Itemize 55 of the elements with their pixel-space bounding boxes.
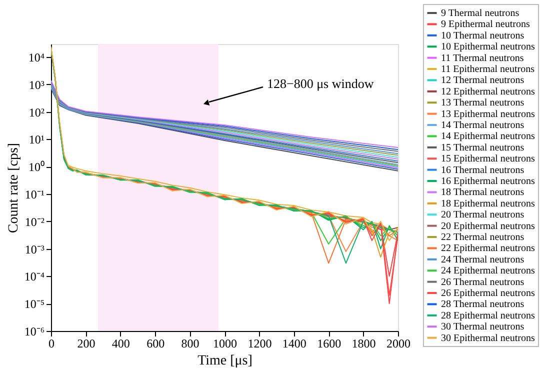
x-tick-label: 200 [77, 336, 96, 350]
y-tick-label: 10⁻⁴ [24, 270, 44, 284]
y-tick-label: 10⁻⁵ [24, 297, 44, 312]
y-tick-label: 10⁴ [28, 50, 44, 65]
legend-label: 18 Thermal neutrons [441, 187, 524, 198]
annotation: 128−800 μs window [267, 76, 374, 91]
x-axis-title: Time [μs] [198, 354, 252, 368]
legend-label: 12 Epithermal neutrons [441, 86, 535, 98]
x-tick-label: 1800 [352, 336, 376, 350]
y-tick-label: 10⁻¹ [24, 188, 45, 202]
legend-label: 18 Epithermal neutrons [441, 198, 535, 210]
legend-label: 10 Thermal neutrons [441, 30, 524, 42]
x-tick-label: 1000 [213, 336, 237, 350]
y-tick-label: 10⁻² [24, 214, 45, 229]
legend-label: 15 Thermal neutrons [441, 142, 524, 154]
legend-label: 22 Thermal neutrons [441, 232, 524, 243]
y-tick-label: 10⁻⁶ [24, 324, 44, 338]
x-tick-label: 800 [181, 336, 200, 350]
legend-label: 20 Thermal neutrons [441, 210, 524, 221]
y-tick-label: 10² [28, 105, 45, 120]
legend-label: 28 Epithermal neutrons [441, 310, 535, 322]
x-tick-label: 1400 [282, 336, 306, 350]
legend-label: 16 Thermal neutrons [441, 164, 524, 176]
legend-label: 26 Epithermal neutrons [441, 288, 535, 299]
legend-label: 11 Thermal neutrons [441, 52, 524, 64]
y-tick-label: 10¹ [28, 132, 45, 147]
x-tick-label: 2000 [386, 336, 410, 350]
legend-label: 24 Epithermal neutrons [441, 266, 535, 277]
x-tick-label: 1200 [248, 336, 272, 350]
legend-label: 16 Epithermal neutrons [441, 176, 535, 187]
legend-label: 14 Thermal neutrons [441, 120, 524, 131]
legend-label: 30 Epithermal neutrons [441, 332, 535, 344]
y-tick-label: 10³ [28, 78, 45, 92]
x-tick-label: 0 [48, 336, 54, 350]
legend-label: 9 Epithermal neutrons [441, 19, 530, 30]
legend-label: 28 Thermal neutrons [441, 299, 524, 310]
x-tick-label: 600 [146, 336, 165, 350]
legend-label: 12 Thermal neutrons [441, 75, 524, 86]
legend-label: 30 Thermal neutrons [441, 322, 524, 333]
legend-label: 15 Epithermal neutrons [441, 154, 535, 165]
legend-label: 24 Thermal neutrons [441, 254, 524, 266]
y-tick-label: 10⁻³ [24, 242, 45, 256]
legend-label: 14 Epithermal neutrons [441, 131, 535, 142]
legend-label: 11 Epithermal neutrons [441, 64, 535, 75]
legend-label: 20 Epithermal neutrons [441, 220, 535, 232]
legend-label: 13 Epithermal neutrons [441, 108, 535, 120]
legend-label: 22 Epithermal neutrons [441, 243, 535, 254]
y-axis-title: Count rate [cps] [6, 142, 22, 234]
x-tick-label: 1600 [317, 336, 342, 350]
legend-label: 9 Thermal neutrons [441, 8, 520, 19]
legend-label: 26 Thermal neutrons [441, 276, 524, 288]
legend-label: 13 Thermal neutrons [441, 98, 524, 109]
y-tick-label: 10⁰ [28, 160, 44, 174]
x-tick-label: 400 [112, 336, 130, 350]
legend-label: 10 Epithermal neutrons [441, 42, 535, 53]
